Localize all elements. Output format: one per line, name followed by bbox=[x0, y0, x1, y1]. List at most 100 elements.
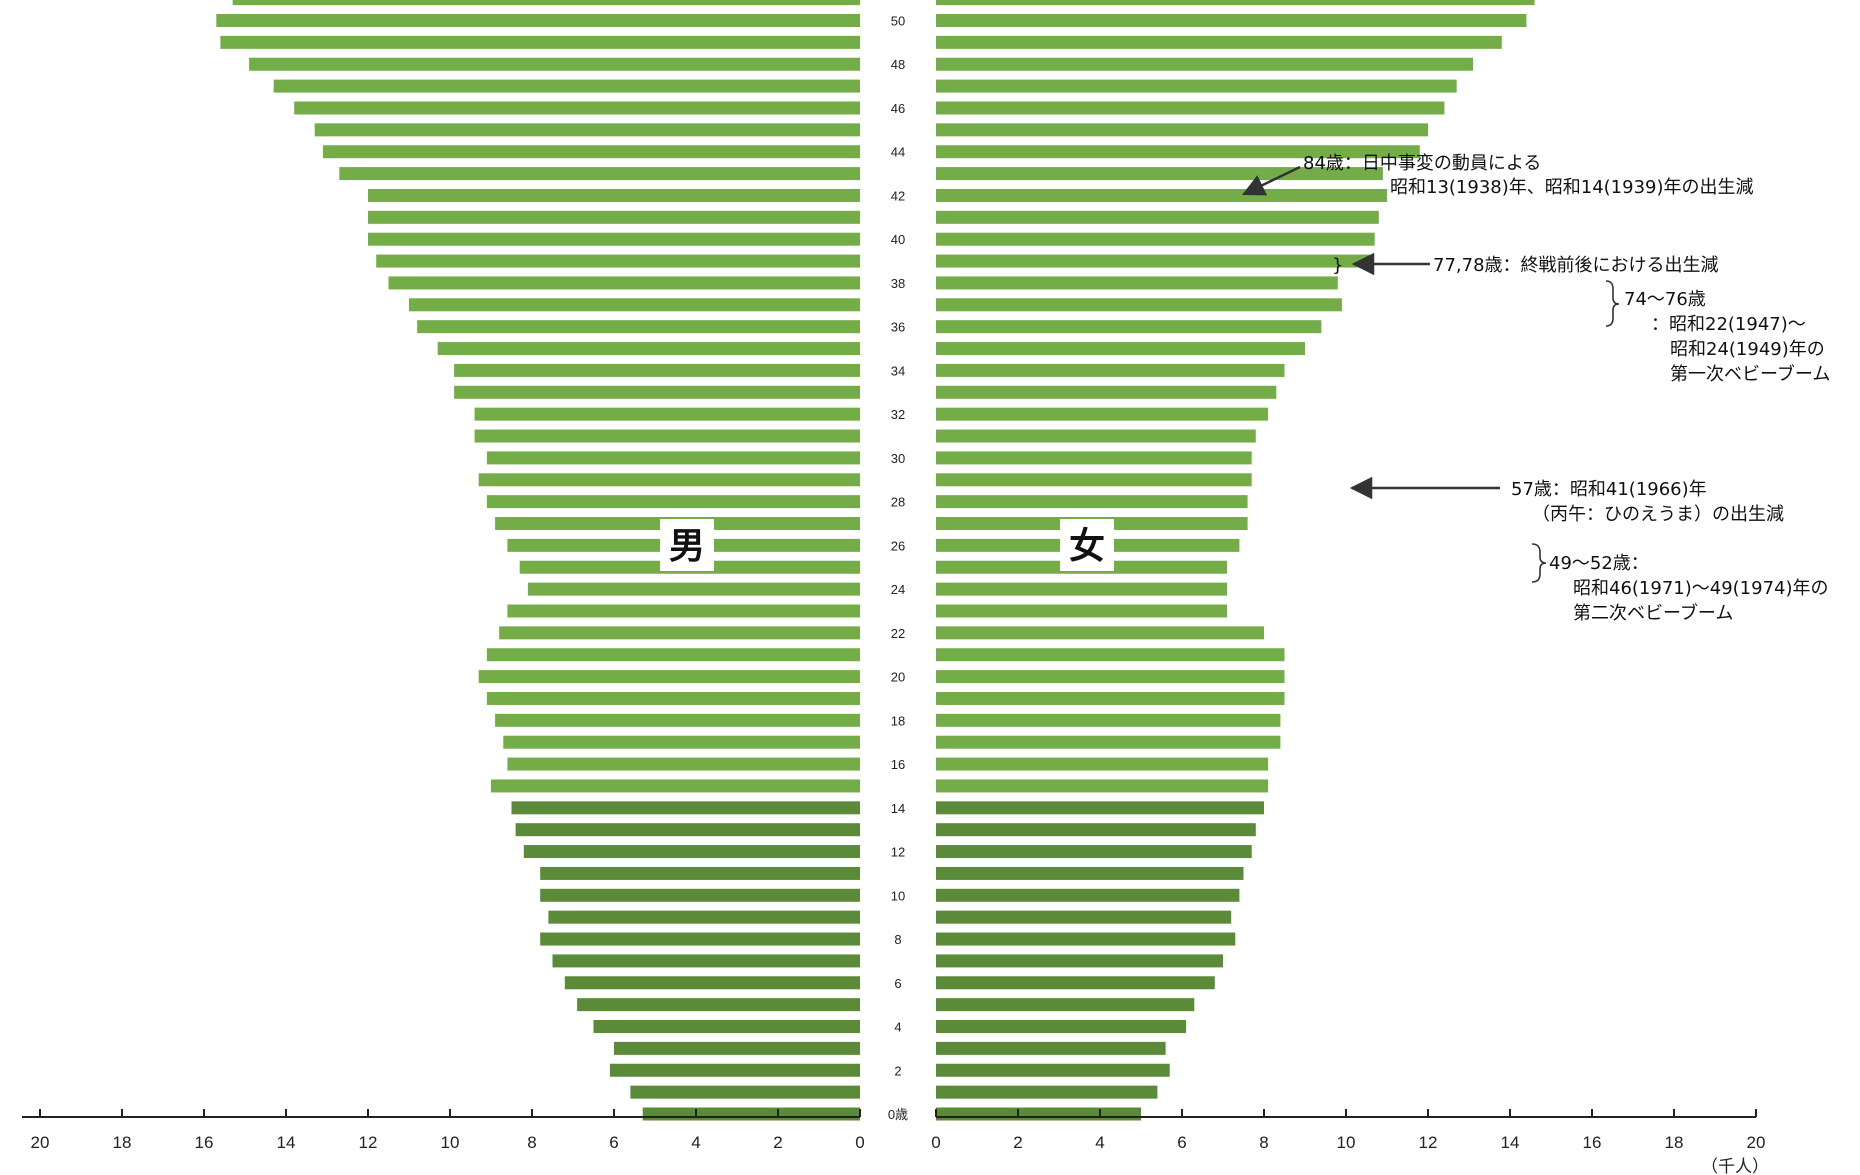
female-x-tick-label: 12 bbox=[1419, 1133, 1438, 1152]
bar-male-age-24 bbox=[527, 582, 860, 596]
bar-male-age-7 bbox=[552, 954, 860, 968]
bar-male-age-22 bbox=[499, 626, 860, 640]
age-label-42: 42 bbox=[891, 188, 905, 203]
bar-female-age-18 bbox=[936, 713, 1281, 727]
bar-female-age-23 bbox=[936, 604, 1228, 618]
bar-male-age-13 bbox=[515, 823, 860, 837]
age-label-22: 22 bbox=[891, 626, 905, 641]
age-label-36: 36 bbox=[891, 320, 905, 335]
age-label-4: 4 bbox=[894, 1020, 901, 1035]
bar-female-age-6 bbox=[936, 976, 1215, 990]
bar-female-age-11 bbox=[936, 866, 1244, 880]
annotation-49-brace bbox=[1531, 543, 1547, 583]
bar-female-age-9 bbox=[936, 910, 1232, 924]
female-x-tick-label: 2 bbox=[1013, 1133, 1022, 1152]
bar-male-age-11 bbox=[540, 866, 860, 880]
bar-male-age-39 bbox=[376, 254, 860, 268]
female-x-tick-label: 8 bbox=[1259, 1133, 1268, 1152]
annotation-57-line1: 57歳：昭和41(1966)年 bbox=[1511, 479, 1707, 500]
bar-male-age-15 bbox=[491, 779, 860, 793]
annotation-78-brace: } bbox=[1332, 255, 1343, 276]
female-label: 女 bbox=[1069, 526, 1105, 567]
age-label-12: 12 bbox=[891, 845, 905, 860]
male-x-tick-label: 18 bbox=[113, 1133, 132, 1152]
male-label: 男 bbox=[669, 526, 705, 567]
age-label-32: 32 bbox=[891, 407, 905, 422]
bar-female-age-43 bbox=[936, 167, 1383, 181]
age-label-38: 38 bbox=[891, 276, 905, 291]
female-x-tick-label: 14 bbox=[1501, 1133, 1520, 1152]
annotation-74-line1: 74～76歳 bbox=[1624, 289, 1706, 310]
bar-female-age-29 bbox=[936, 473, 1252, 487]
female-x-tick-label: 10 bbox=[1337, 1133, 1356, 1152]
age-label-44: 44 bbox=[891, 145, 905, 160]
bar-female-age-19 bbox=[936, 691, 1285, 705]
female-x-tick-label: 4 bbox=[1095, 1133, 1104, 1152]
age-label-2: 2 bbox=[894, 1063, 901, 1078]
bar-female-age-10 bbox=[936, 888, 1240, 902]
age-label-24: 24 bbox=[891, 582, 905, 597]
age-label-6: 6 bbox=[894, 976, 901, 991]
annotation-74-line3: 昭和24(1949)年の bbox=[1670, 339, 1825, 360]
female-x-tick-label: 0 bbox=[931, 1133, 940, 1152]
male-x-tick-label: 4 bbox=[691, 1133, 700, 1152]
bar-female-age-21 bbox=[936, 648, 1285, 662]
bar-male-age-14 bbox=[511, 801, 860, 815]
bar-female-age-15 bbox=[936, 779, 1269, 793]
bar-male-age-8 bbox=[540, 932, 860, 946]
bar-female-age-35 bbox=[936, 342, 1305, 356]
bar-male-age-4 bbox=[593, 1020, 860, 1034]
age-label-30: 30 bbox=[891, 451, 905, 466]
bar-female-age-30 bbox=[936, 451, 1252, 465]
male-x-tick-label: 14 bbox=[277, 1133, 296, 1152]
age-label-18: 18 bbox=[891, 713, 905, 728]
male-label-bg bbox=[660, 519, 714, 571]
bar-male-age-45 bbox=[314, 123, 860, 137]
bar-male-age-12 bbox=[523, 845, 860, 859]
female-x-tick-label: 6 bbox=[1177, 1133, 1186, 1152]
bar-male-age-51 bbox=[232, 0, 860, 6]
annotation-78-text: 77,78歳：終戦前後における出生減 bbox=[1433, 255, 1719, 276]
bar-female-age-5 bbox=[936, 998, 1195, 1012]
bar-female-age-1 bbox=[936, 1085, 1158, 1099]
female-x-tick-label: 18 bbox=[1665, 1133, 1684, 1152]
bar-male-age-2 bbox=[609, 1063, 860, 1077]
bar-female-age-50 bbox=[936, 14, 1527, 27]
annotation-57-line2: （丙午：ひのえうま）の出生減 bbox=[1532, 504, 1784, 525]
bar-male-age-21 bbox=[486, 648, 860, 662]
male-bars bbox=[216, 0, 861, 1121]
bar-female-age-46 bbox=[936, 101, 1445, 115]
bar-female-age-28 bbox=[936, 495, 1248, 509]
bar-male-age-3 bbox=[614, 1041, 860, 1055]
bar-female-age-34 bbox=[936, 363, 1285, 377]
age-label-40: 40 bbox=[891, 232, 905, 247]
bar-female-age-22 bbox=[936, 626, 1264, 640]
bar-female-age-33 bbox=[936, 385, 1277, 399]
annotation-84-arrow bbox=[1241, 165, 1301, 196]
bar-female-age-38 bbox=[936, 276, 1338, 290]
male-x-tick-label: 0 bbox=[855, 1133, 864, 1152]
bar-female-age-36 bbox=[936, 320, 1322, 334]
bar-male-age-19 bbox=[486, 691, 860, 705]
bar-male-age-34 bbox=[454, 363, 860, 377]
bar-male-age-36 bbox=[417, 320, 860, 334]
annotation-84-line1: 84歳：日中事変の動員による bbox=[1303, 153, 1541, 174]
bar-female-age-44 bbox=[936, 145, 1420, 159]
bar-female-age-0 bbox=[936, 1107, 1141, 1121]
bar-male-age-17 bbox=[503, 735, 860, 749]
bar-male-age-30 bbox=[486, 451, 860, 465]
bar-male-age-41 bbox=[368, 210, 860, 224]
female-x-tick-label: 20 bbox=[1747, 1133, 1766, 1152]
bar-male-age-29 bbox=[478, 473, 860, 487]
annotation-49-line3: 第二次ベビーブーム bbox=[1573, 602, 1733, 624]
bar-male-age-42 bbox=[368, 188, 860, 202]
bar-female-age-39 bbox=[936, 254, 1371, 268]
bar-male-age-37 bbox=[409, 298, 860, 312]
age-label-50: 50 bbox=[891, 14, 905, 29]
bar-female-age-13 bbox=[936, 823, 1256, 837]
male-x-tick-label: 10 bbox=[441, 1133, 460, 1152]
bar-male-age-44 bbox=[322, 145, 860, 159]
male-x-tick-label: 20 bbox=[31, 1133, 50, 1152]
bar-male-age-16 bbox=[507, 757, 860, 771]
bar-female-age-51 bbox=[936, 0, 1535, 6]
